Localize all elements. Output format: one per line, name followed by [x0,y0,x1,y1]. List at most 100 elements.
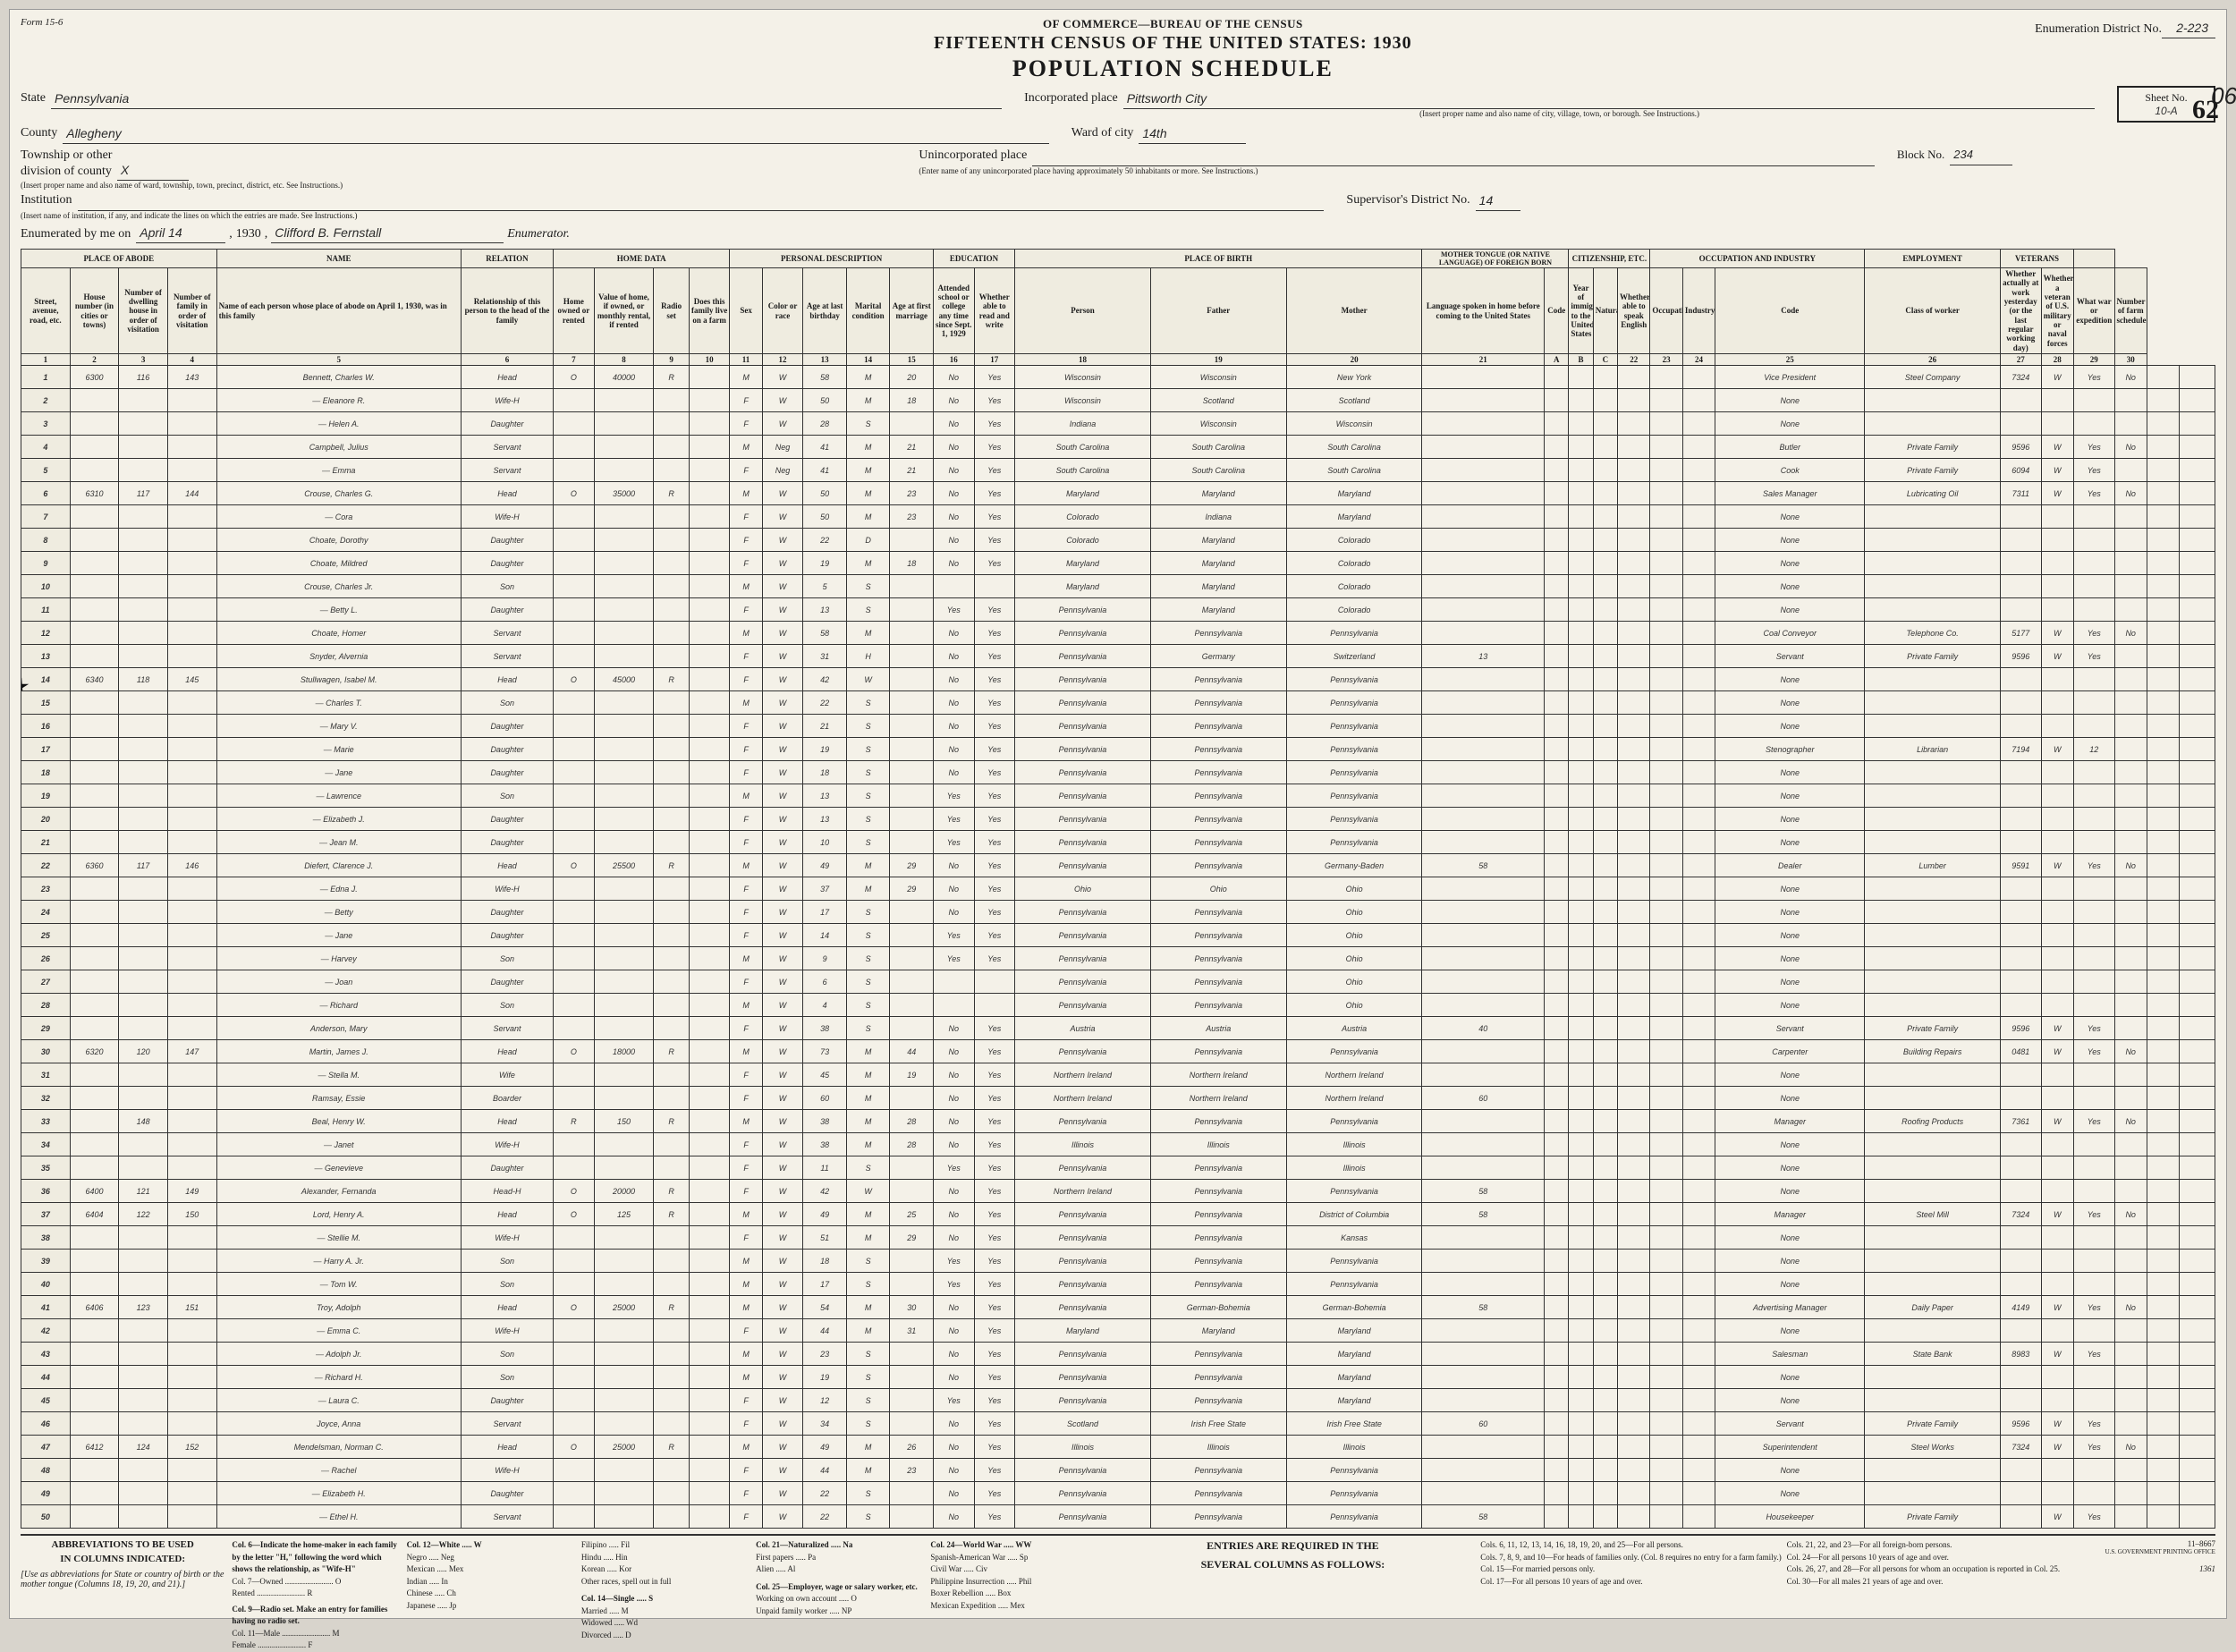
class-worker-cell[interactable] [2041,1319,2073,1343]
name-cell[interactable]: — Adolph Jr. [216,1343,461,1366]
industry-cell[interactable]: Private Family [1865,1412,2001,1436]
house-no-cell[interactable] [119,1459,168,1482]
war-cell[interactable] [2147,1319,2179,1343]
name-cell[interactable]: Joyce, Anna [216,1412,461,1436]
sex-cell[interactable]: M [730,1250,762,1273]
birth-mother-cell[interactable]: Colorado [1286,575,1422,598]
home-owned-cell[interactable]: O [554,1180,595,1203]
house-no-cell[interactable] [119,1063,168,1087]
radio-cell[interactable] [654,924,689,947]
at-work-cell[interactable] [2073,1273,2114,1296]
dwelling-no-cell[interactable] [167,598,216,622]
sex-cell[interactable]: F [730,1505,762,1529]
occupation-cell[interactable]: None [1715,552,1865,575]
dwelling-no-cell[interactable] [167,436,216,459]
school-cell[interactable]: No [933,412,974,436]
street-cell[interactable] [70,459,119,482]
naturalization-cell[interactable] [1650,552,1682,575]
birth-father-cell[interactable]: Pennsylvania [1150,1389,1286,1412]
farm-sched-cell[interactable] [2180,1343,2215,1366]
industry-cell[interactable]: Librarian [1865,738,2001,761]
ward-value[interactable]: 14th [1139,126,1246,144]
dwelling-no-cell[interactable] [167,529,216,552]
read-write-cell[interactable]: Yes [974,1273,1015,1296]
age-marr-cell[interactable]: 23 [890,482,934,505]
veteran-cell[interactable] [2114,1389,2147,1412]
name-cell[interactable]: — Stellie M. [216,1226,461,1250]
value-cell[interactable] [594,1319,654,1343]
birth-father-cell[interactable]: Pennsylvania [1150,1040,1286,1063]
birth-person-cell[interactable]: Pennsylvania [1015,1389,1151,1412]
occupation-cell[interactable]: None [1715,598,1865,622]
home-owned-cell[interactable] [554,1087,595,1110]
school-cell[interactable] [933,575,974,598]
code-c-cell[interactable] [1593,1203,1617,1226]
occ-code-cell[interactable]: 7311 [2001,482,2042,505]
dwelling-no-cell[interactable] [167,947,216,970]
language-cell[interactable] [1422,947,1545,970]
occ-code-cell[interactable] [2001,598,2042,622]
war-cell[interactable] [2147,598,2179,622]
radio-cell[interactable]: R [654,366,689,389]
birth-mother-cell[interactable]: New York [1286,366,1422,389]
farm-cell[interactable] [689,1180,730,1203]
code-c-cell[interactable] [1593,1273,1617,1296]
code-a-cell[interactable] [1545,1110,1569,1133]
color-cell[interactable]: W [762,738,803,761]
class-worker-cell[interactable]: W [2041,436,2073,459]
name-cell[interactable]: Lord, Henry A. [216,1203,461,1226]
farm-sched-cell[interactable] [2180,459,2215,482]
radio-cell[interactable] [654,947,689,970]
at-work-cell[interactable]: Yes [2073,854,2114,877]
radio-cell[interactable] [654,505,689,529]
code-b-cell[interactable] [1569,1180,1593,1203]
value-cell[interactable] [594,808,654,831]
school-cell[interactable]: No [933,1436,974,1459]
war-cell[interactable] [2147,924,2179,947]
age-cell[interactable]: 45 [803,1063,847,1087]
farm-sched-cell[interactable] [2180,877,2215,901]
occupation-cell[interactable]: None [1715,1366,1865,1389]
birth-father-cell[interactable]: Indiana [1150,505,1286,529]
war-cell[interactable] [2147,784,2179,808]
age-marr-cell[interactable] [890,738,934,761]
street-cell[interactable] [70,784,119,808]
value-cell[interactable] [594,412,654,436]
code-c-cell[interactable] [1593,482,1617,505]
home-owned-cell[interactable] [554,529,595,552]
occupation-cell[interactable]: None [1715,1319,1865,1343]
code-c-cell[interactable] [1593,1250,1617,1273]
immigration-cell[interactable] [1618,1087,1650,1110]
home-owned-cell[interactable] [554,598,595,622]
class-worker-cell[interactable] [2041,947,2073,970]
birth-father-cell[interactable]: Pennsylvania [1150,1180,1286,1203]
birth-mother-cell[interactable]: Pennsylvania [1286,715,1422,738]
code-a-cell[interactable] [1545,994,1569,1017]
birth-person-cell[interactable]: Pennsylvania [1015,1296,1151,1319]
war-cell[interactable] [2147,1505,2179,1529]
marital-cell[interactable]: S [846,691,890,715]
color-cell[interactable]: W [762,1319,803,1343]
relation-cell[interactable]: Wife-H [461,389,553,412]
language-cell[interactable] [1422,808,1545,831]
street-cell[interactable] [70,1505,119,1529]
naturalization-cell[interactable] [1650,668,1682,691]
farm-sched-cell[interactable] [2180,1436,2215,1459]
sex-cell[interactable]: M [730,1343,762,1366]
language-cell[interactable] [1422,622,1545,645]
veteran-cell[interactable] [2114,1273,2147,1296]
sex-cell[interactable]: M [730,1436,762,1459]
township-value[interactable]: X [117,163,189,181]
house-no-cell[interactable]: 124 [119,1436,168,1459]
class-worker-cell[interactable] [2041,1226,2073,1250]
street-cell[interactable] [70,1459,119,1482]
marital-cell[interactable]: M [846,1110,890,1133]
age-marr-cell[interactable]: 18 [890,389,934,412]
marital-cell[interactable]: M [846,482,890,505]
supervisors-district-value[interactable]: 14 [1476,193,1520,211]
language-cell[interactable]: 60 [1422,1087,1545,1110]
language-cell[interactable] [1422,1273,1545,1296]
school-cell[interactable]: Yes [933,1156,974,1180]
veteran-cell[interactable] [2114,575,2147,598]
school-cell[interactable]: No [933,1063,974,1087]
